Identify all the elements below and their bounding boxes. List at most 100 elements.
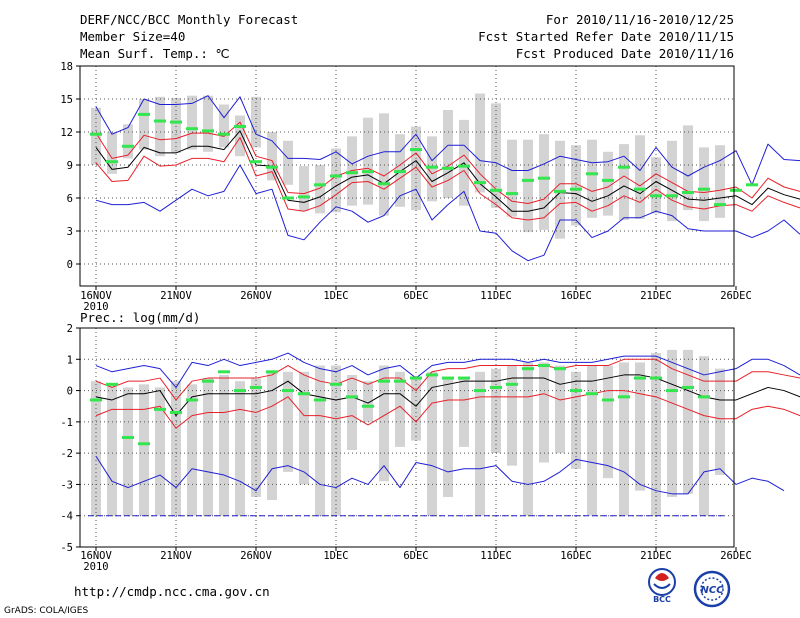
y-tick-label: 2 bbox=[67, 323, 73, 335]
observation-marker bbox=[122, 144, 134, 148]
ensemble-upper-line bbox=[95, 121, 800, 204]
ensemble-box bbox=[603, 151, 613, 216]
x-tick-label: 21NOV bbox=[160, 290, 192, 302]
x-year-label: 2010 bbox=[83, 561, 108, 573]
observation-marker bbox=[490, 385, 502, 389]
temperature-panel: 0 3 6 9 12 15 18 16NOV 21NOV 26NOV 1DEC 6DEC 11DEC 16… bbox=[60, 61, 800, 313]
ensemble-lower-line bbox=[95, 390, 800, 429]
observation-marker bbox=[442, 376, 454, 380]
ensemble-box bbox=[347, 136, 357, 206]
y-tick-label: 12 bbox=[60, 127, 73, 139]
ensemble-box bbox=[475, 93, 485, 193]
x-tick-label: 11DEC bbox=[480, 290, 512, 302]
observation-marker bbox=[730, 188, 742, 192]
ensemble-box bbox=[379, 113, 389, 216]
ensemble-box bbox=[539, 362, 549, 463]
observation-marker bbox=[330, 174, 342, 178]
x-tick-label: 1DEC bbox=[323, 550, 348, 562]
ensemble-box bbox=[491, 368, 501, 454]
ensemble-box bbox=[619, 362, 629, 516]
observation-marker bbox=[650, 194, 662, 198]
x-tick-label: 26NOV bbox=[240, 550, 272, 562]
ensemble-box bbox=[427, 371, 437, 516]
x-tick-label: 21DEC bbox=[640, 290, 672, 302]
ensemble-box bbox=[715, 145, 725, 218]
observation-marker bbox=[154, 119, 166, 123]
observation-marker bbox=[106, 382, 118, 386]
observation-marker bbox=[218, 370, 230, 374]
observation-marker bbox=[426, 165, 438, 169]
ensemble-box bbox=[555, 365, 565, 454]
x-tick-label: 16DEC bbox=[560, 290, 592, 302]
observation-marker bbox=[122, 436, 134, 439]
observation-marker bbox=[570, 187, 582, 191]
ensemble-box bbox=[635, 362, 645, 491]
observation-marker bbox=[634, 376, 646, 380]
grads-credit: GrADS: COLA/IGES bbox=[4, 606, 88, 616]
ensemble-box bbox=[139, 384, 149, 516]
ensemble-box bbox=[507, 139, 517, 217]
observation-marker bbox=[554, 367, 566, 371]
ensemble-box bbox=[619, 144, 629, 220]
observation-marker bbox=[362, 404, 374, 408]
x-tick-label: 26DEC bbox=[720, 550, 752, 562]
observation-marker bbox=[426, 373, 438, 377]
ensemble-box bbox=[251, 378, 261, 497]
observation-marker bbox=[538, 176, 550, 180]
ensemble-box bbox=[683, 125, 693, 211]
observation-marker bbox=[698, 395, 710, 399]
observation-marker bbox=[330, 382, 342, 386]
x-tick-label: 16NOV bbox=[80, 290, 112, 302]
y-tick-label: -5 bbox=[60, 542, 73, 554]
observation-marker bbox=[634, 187, 646, 191]
observation-marker bbox=[442, 166, 454, 170]
y-tick-label: -1 bbox=[60, 417, 73, 429]
observation-marker bbox=[602, 398, 614, 402]
observation-marker bbox=[746, 183, 758, 187]
observation-marker bbox=[154, 407, 166, 411]
ensemble-box bbox=[523, 362, 533, 516]
ensemble-boxes bbox=[91, 93, 725, 239]
ensemble-box bbox=[363, 381, 373, 422]
observation-marker bbox=[458, 164, 470, 168]
observation-marker bbox=[282, 389, 294, 393]
ensemble-box bbox=[443, 378, 453, 497]
observation-marker bbox=[362, 170, 374, 174]
observation-marker bbox=[234, 389, 246, 393]
ncc-logo: NCC bbox=[693, 570, 731, 608]
ensemble-box bbox=[667, 140, 677, 222]
precip-panel-title: Prec.: log(mm/d) bbox=[80, 310, 200, 325]
ensemble-box bbox=[187, 384, 197, 516]
observation-marker bbox=[602, 178, 614, 182]
y-tick-label: 15 bbox=[60, 94, 73, 106]
ensemble-box bbox=[267, 371, 277, 501]
y-tick-label: -4 bbox=[60, 511, 73, 523]
ensemble-max-line bbox=[95, 95, 800, 186]
observation-marker bbox=[250, 385, 262, 389]
ensemble-box bbox=[411, 378, 421, 441]
x-tick-label: 16NOV bbox=[80, 550, 112, 562]
ensemble-min-line bbox=[95, 456, 785, 495]
ensemble-box bbox=[507, 365, 517, 466]
y-tick-label: 0 bbox=[67, 386, 73, 398]
observation-marker bbox=[298, 392, 310, 396]
ensemble-max-line bbox=[95, 352, 800, 388]
ensemble-lower-line bbox=[95, 137, 800, 221]
x-tick-label: 26DEC bbox=[720, 290, 752, 302]
observation-marker bbox=[698, 187, 710, 191]
ensemble-box bbox=[315, 165, 325, 214]
ensemble-upper-line bbox=[95, 358, 800, 401]
observation-marker bbox=[650, 376, 662, 380]
observation-marker bbox=[554, 189, 566, 193]
ensemble-box bbox=[571, 145, 581, 226]
x-tick-label: 11DEC bbox=[480, 550, 512, 562]
observation-marker bbox=[682, 191, 694, 194]
ensemble-box bbox=[587, 365, 597, 516]
observation-marker bbox=[506, 382, 518, 386]
observation-marker bbox=[298, 195, 310, 199]
observation-marker bbox=[474, 389, 486, 393]
ensemble-box bbox=[491, 103, 501, 208]
ensemble-box bbox=[267, 132, 277, 181]
observation-marker bbox=[666, 194, 678, 198]
ensemble-box bbox=[587, 139, 597, 218]
